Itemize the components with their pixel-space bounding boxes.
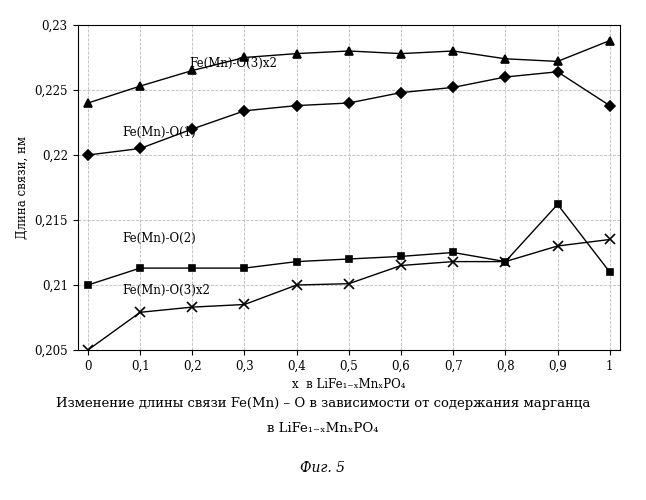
Text: Fe(Mn)-O(3)x2: Fe(Mn)-O(3)x2: [190, 56, 278, 70]
Text: Fe(Mn)-O(1): Fe(Mn)-O(1): [122, 126, 196, 138]
Text: Изменение длины связи Fe(Mn) – O в зависимости от содержания марганца: Изменение длины связи Fe(Mn) – O в завис…: [56, 398, 590, 410]
Text: Fe(Mn)-O(2): Fe(Mn)-O(2): [122, 232, 196, 245]
Text: Фиг. 5: Фиг. 5: [300, 462, 346, 475]
Text: Fe(Mn)-O(3)x2: Fe(Mn)-O(3)x2: [122, 284, 210, 297]
Text: в LiFe₁₋ₓMnₓPO₄: в LiFe₁₋ₓMnₓPO₄: [267, 422, 379, 436]
Y-axis label: Длина связи, нм: Длина связи, нм: [16, 136, 28, 239]
X-axis label: x  в LiFe₁₋ₓMnₓPO₄: x в LiFe₁₋ₓMnₓPO₄: [292, 378, 406, 392]
